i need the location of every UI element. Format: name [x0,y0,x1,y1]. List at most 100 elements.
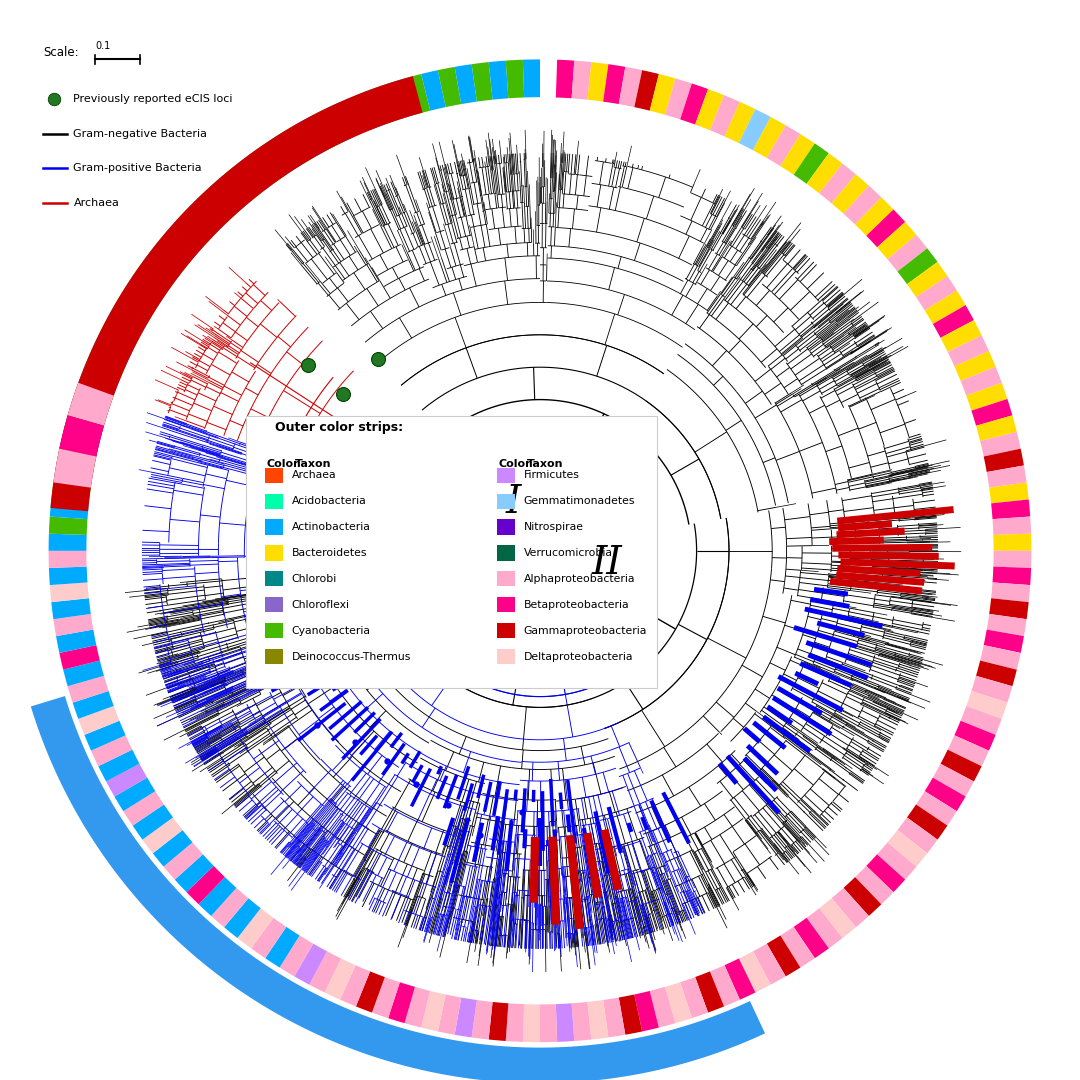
Polygon shape [924,291,966,324]
Polygon shape [571,1002,592,1041]
Polygon shape [68,676,109,703]
Polygon shape [955,351,996,381]
Polygon shape [725,102,755,144]
Polygon shape [143,248,183,284]
Polygon shape [650,987,675,1027]
Polygon shape [680,83,708,124]
Text: Color: Color [267,459,299,469]
Polygon shape [665,79,692,120]
Polygon shape [820,899,855,939]
Polygon shape [152,235,192,271]
Polygon shape [897,248,937,284]
Polygon shape [78,706,120,734]
Polygon shape [696,89,724,131]
Polygon shape [767,125,800,166]
Polygon shape [91,735,133,766]
Polygon shape [603,998,625,1038]
Polygon shape [56,448,96,472]
Polygon shape [877,222,917,259]
FancyBboxPatch shape [246,416,657,688]
Text: Bacteroidetes: Bacteroidetes [292,548,367,558]
Polygon shape [64,416,104,441]
Polygon shape [163,842,203,879]
Polygon shape [897,818,937,853]
Polygon shape [133,262,173,297]
Text: Cyanobacteria: Cyanobacteria [292,625,370,636]
Polygon shape [98,750,139,782]
Polygon shape [50,582,89,603]
Polygon shape [59,416,104,457]
Polygon shape [238,153,273,193]
Polygon shape [994,534,1031,551]
Polygon shape [907,805,947,839]
Polygon shape [280,935,313,976]
Polygon shape [295,944,327,985]
Text: Firmicutes: Firmicutes [524,470,580,481]
Polygon shape [280,125,313,166]
Polygon shape [98,320,139,352]
Polygon shape [967,382,1008,410]
Bar [265,545,283,561]
Polygon shape [967,691,1008,719]
Polygon shape [993,516,1031,535]
Bar [497,597,515,612]
Text: Gram-positive Bacteria: Gram-positive Bacteria [73,163,202,174]
Polygon shape [212,888,248,928]
Polygon shape [68,382,113,426]
Polygon shape [309,109,341,150]
Polygon shape [59,432,99,457]
Polygon shape [143,818,183,853]
Polygon shape [971,399,1012,426]
Polygon shape [325,958,355,1000]
Polygon shape [960,706,1002,734]
Polygon shape [739,951,771,993]
Polygon shape [680,977,708,1018]
Polygon shape [405,987,430,1027]
Polygon shape [981,432,1021,457]
Polygon shape [753,944,786,985]
Text: Chloroflexi: Chloroflexi [292,599,350,610]
Polygon shape [340,95,370,136]
Polygon shape [50,499,89,519]
Polygon shape [991,582,1030,603]
Bar [265,649,283,664]
Polygon shape [807,908,842,948]
Polygon shape [832,888,868,928]
Polygon shape [588,1000,608,1040]
Polygon shape [634,70,659,110]
Text: Acidobacteria: Acidobacteria [292,496,366,507]
Polygon shape [356,89,384,131]
Polygon shape [781,134,814,175]
Polygon shape [488,60,509,99]
Text: Nitrospirae: Nitrospirae [524,522,584,532]
Polygon shape [388,982,415,1023]
Polygon shape [603,64,625,104]
Polygon shape [51,77,422,511]
Bar [497,519,515,535]
Polygon shape [916,276,957,310]
Polygon shape [325,102,355,144]
Polygon shape [72,382,113,410]
Polygon shape [455,998,477,1038]
Polygon shape [49,534,86,551]
Polygon shape [753,117,786,158]
Polygon shape [947,735,989,766]
Polygon shape [437,67,461,107]
Polygon shape [739,109,771,150]
Polygon shape [49,567,87,585]
Polygon shape [133,805,173,839]
Polygon shape [49,551,86,568]
Polygon shape [991,499,1030,519]
Polygon shape [832,174,868,214]
Polygon shape [472,62,492,102]
Text: Deltaproteobacteria: Deltaproteobacteria [524,651,633,662]
Polygon shape [266,134,299,175]
Polygon shape [51,598,91,619]
Polygon shape [421,991,446,1031]
Bar [497,545,515,561]
Polygon shape [84,720,125,751]
Polygon shape [820,163,855,203]
Polygon shape [855,198,893,235]
Polygon shape [781,927,814,968]
Polygon shape [989,483,1029,503]
